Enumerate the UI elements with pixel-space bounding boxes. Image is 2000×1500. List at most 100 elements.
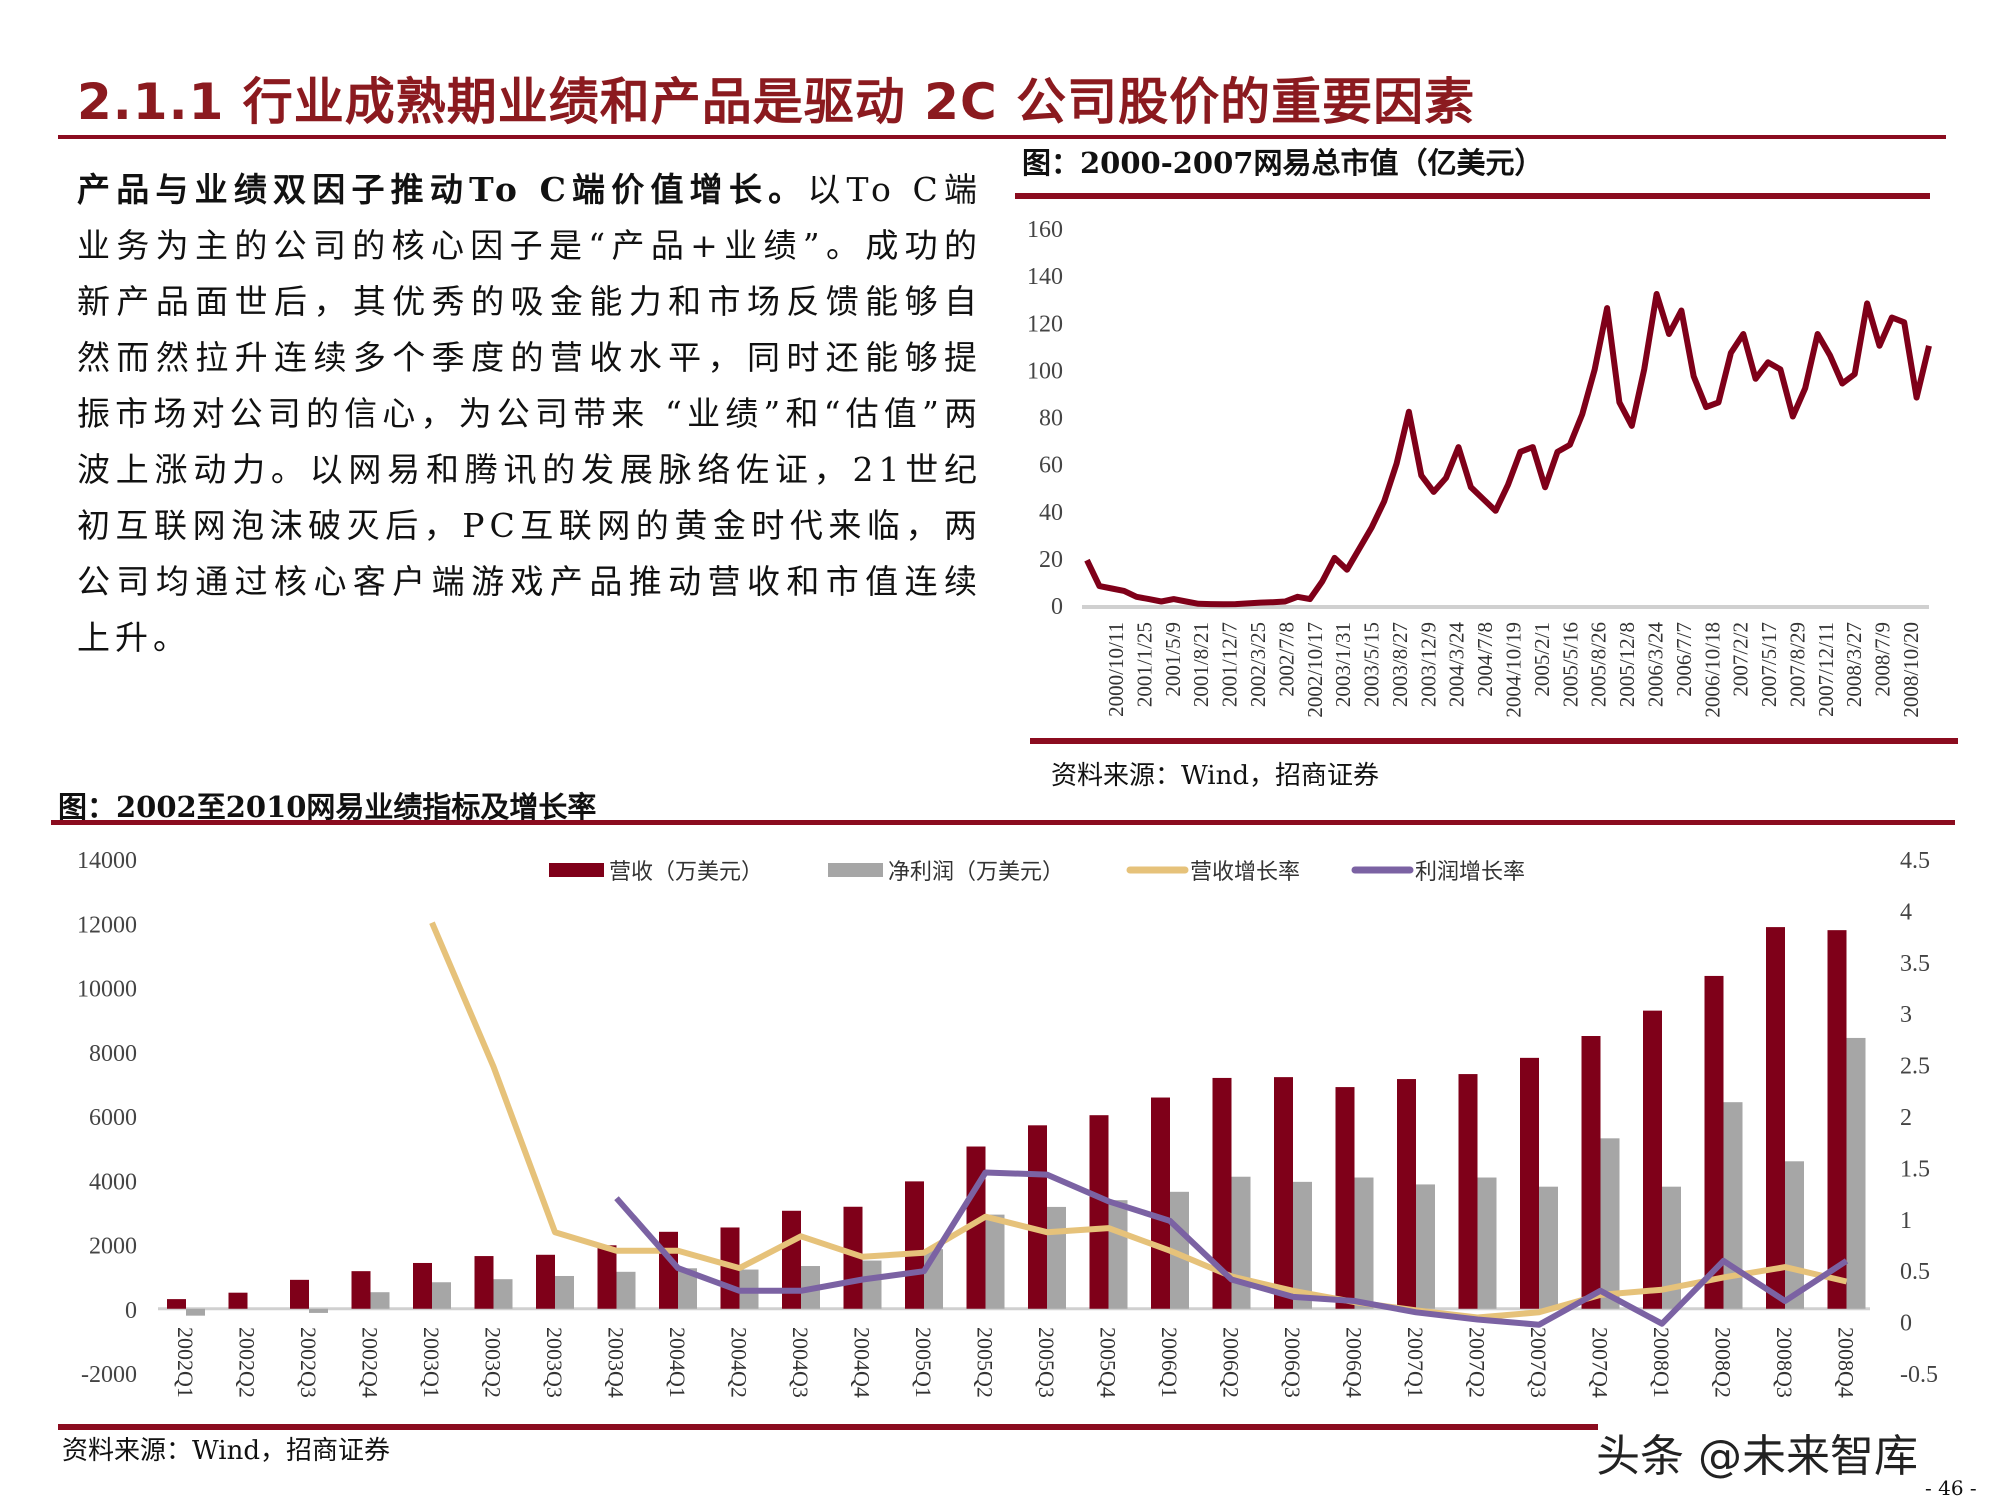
x-tick-label: 2003/8/27 [1388,622,1412,707]
revenue-bar [536,1254,555,1309]
x-tick-label: 2008Q2 [1711,1327,1736,1398]
x-tick-label: 2003Q3 [542,1327,567,1398]
x-tick-label: 2000/10/11 [1104,622,1128,717]
x-tick-label: 2008/7/9 [1871,622,1895,697]
chart2-title: 图：2002至2010网易业绩指标及增长率 [58,790,597,824]
revenue-bar [1089,1115,1109,1309]
legend-swatch [549,863,604,877]
x-tick-label: 2006/10/18 [1700,622,1724,718]
revenue-bar [1335,1087,1355,1309]
x-tick-label: 2002/7/8 [1274,622,1298,697]
revenue-bar [413,1262,432,1309]
x-tick-label: 2002Q2 [235,1327,260,1398]
chart2-source: 资料来源：Wind，招商证券 [62,1436,390,1466]
left-y-tick-label: 6000 [89,1105,137,1131]
revenue-bar [1581,1036,1601,1309]
right-y-tick-label: 1.5 [1900,1156,1930,1182]
revenue-bar [1397,1079,1416,1309]
revenue-bar [351,1271,371,1309]
x-tick-label: 2002Q3 [296,1327,321,1398]
right-y-tick-label: 2 [1900,1105,1912,1131]
financials-chart: -2000 0 2000 4000 6000 8000 10000 12000 14000 -0.… [77,848,1938,1398]
x-tick-label: 2005Q3 [1034,1327,1059,1398]
net-profit-bar [370,1292,390,1309]
intro-lead: 产品与业绩双因子推动To C端价值增长。 [77,170,808,209]
x-tick-label: 2008Q3 [1772,1327,1797,1398]
net-profit-bar [1108,1200,1128,1309]
net-profit-bar [1785,1161,1804,1309]
x-tick-label: 2005/2/1 [1530,622,1554,697]
revenue-bar [1827,930,1847,1309]
left-y-tick-label: 12000 [77,912,137,938]
net-profit-bar [1231,1176,1251,1309]
x-tick-label: 2007Q2 [1465,1327,1490,1398]
net-profit-bar [1293,1181,1312,1309]
left-y-tick-label: 8000 [89,1041,137,1067]
revenue-bar [1704,975,1724,1309]
x-tick-label: 2007Q3 [1526,1327,1551,1398]
net-profit-bar [186,1308,205,1316]
x-tick-label: 2008/3/27 [1842,622,1866,707]
x-tick-label: 2002Q4 [358,1327,383,1398]
x-tick-label: 2005/8/26 [1587,622,1611,707]
x-tick-label: 2001/5/9 [1161,622,1185,697]
intro-body: 以To C端业务为主的公司的核心因子是“产品+业绩”。成功的新产品面世后，其优秀… [77,170,982,657]
chart1-title: 图：2000-2007网易总市值（亿美元） [1022,146,1544,180]
x-tick-label: 2004/3/24 [1445,622,1469,708]
x-tick-label: 2002/10/17 [1303,622,1327,718]
watermark: 头条 @未来智库 [1596,1431,1918,1482]
right-y-tick-label: 2.5 [1900,1054,1930,1080]
x-tick-label: 2003Q2 [481,1327,506,1398]
legend-label: 营收增长率 [1190,859,1300,884]
net-profit-bar [1047,1206,1066,1309]
net-profit-bar [1170,1191,1189,1309]
left-y-tick-label: 4000 [89,1169,137,1195]
net-profit-bar [678,1268,697,1309]
net-profit-bar [1846,1037,1866,1309]
y-tick-label: 140 [1027,264,1063,290]
revenue-bar [1212,1077,1232,1309]
right-y-tick-label: 4.5 [1900,848,1930,874]
x-tick-label: 2001/12/7 [1218,622,1242,707]
x-tick-label: 2001/1/25 [1132,622,1156,707]
chart2-bottom-rule [58,1424,1598,1430]
x-tick-label: 2004/7/8 [1473,622,1497,697]
y-tick-label: 20 [1039,547,1063,573]
revenue-bar [659,1231,678,1309]
left-y-tick-label: 14000 [77,848,137,874]
x-tick-label: 2003Q4 [604,1327,629,1398]
revenue-bar [167,1299,186,1309]
y-tick-label: 60 [1039,453,1063,479]
x-tick-label: 2008Q1 [1649,1327,1674,1398]
right-y-tick-label: 0.5 [1900,1259,1930,1285]
net-profit-bar [493,1279,513,1309]
x-tick-label: 2006Q2 [1219,1327,1244,1398]
net-profit-bar [616,1271,636,1309]
y-tick-label: 0 [1051,594,1063,620]
revenue-bar [597,1245,617,1309]
x-tick-label: 2007/5/17 [1757,622,1781,707]
net-profit-bar [309,1308,328,1313]
x-tick-label: 2005Q1 [911,1327,936,1398]
title-rule [58,135,1946,139]
x-tick-label: 2002Q1 [173,1327,198,1398]
net-profit-bar [432,1282,451,1309]
net-profit-bar [985,1214,1005,1309]
net-profit-bar [555,1275,574,1309]
right-y-tick-label: 0 [1900,1311,1912,1337]
x-tick-label: 2003/5/15 [1360,622,1384,707]
y-tick-label: 100 [1027,358,1063,384]
revenue-bar [1458,1074,1478,1309]
intro-paragraph: 产品与业绩双因子推动To C端价值增长。以To C端业务为主的公司的核心因子是“… [77,162,982,666]
left-y-tick-label: 10000 [77,977,137,1003]
x-tick-label: 2005Q4 [1096,1327,1121,1398]
left-y-tick-label: 0 [125,1298,137,1324]
left-y-tick-label: -2000 [81,1362,137,1388]
x-tick-label: 2005Q2 [973,1327,998,1398]
x-tick-label: 2004Q4 [850,1327,875,1398]
x-tick-label: 2007/8/29 [1785,622,1809,707]
revenue-growth-line [429,921,1848,1321]
net-profit-bar [1662,1186,1681,1309]
y-tick-label: 120 [1027,311,1063,337]
revenue-bar [966,1146,986,1309]
